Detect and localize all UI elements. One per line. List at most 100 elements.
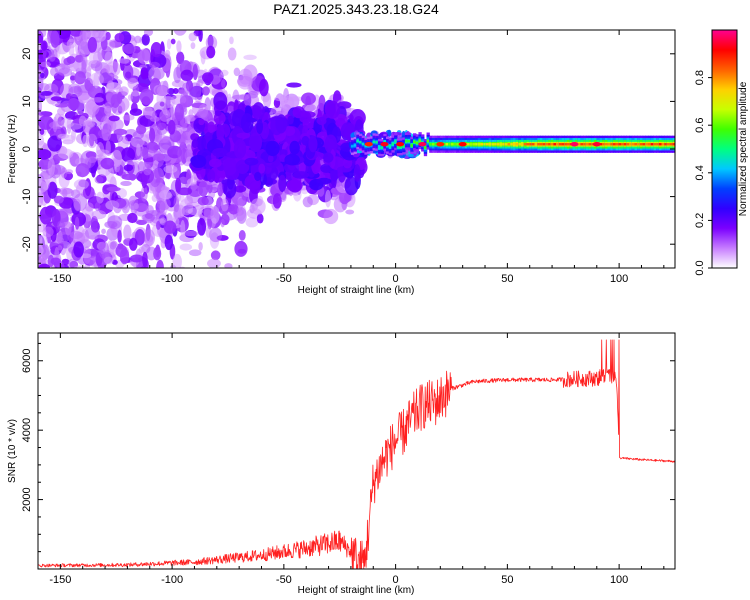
colorbar-tick-label: 0.2 [694, 213, 706, 228]
spectrogram-cell [308, 135, 318, 153]
spectrogram-cell [187, 207, 204, 216]
spectrogram-cell [244, 157, 259, 166]
y-tick-label: 4000 [21, 418, 33, 442]
spectrogram-cell [202, 72, 214, 84]
ridge-segment [550, 143, 555, 146]
spectrogram-cell [82, 134, 89, 148]
spectrogram-cell [108, 115, 120, 122]
spectrogram-cell [133, 202, 139, 210]
ridge-segment [394, 140, 398, 143]
spectrogram-cell [174, 103, 184, 122]
x-tick-label: -150 [49, 574, 71, 586]
spectrogram-cell [90, 215, 99, 230]
ridge-segment [423, 146, 428, 149]
snr-y-label: SNR (10 * v/v) [7, 419, 18, 483]
spectrogram-cell [292, 171, 310, 179]
spectrogram-cell [220, 218, 225, 228]
ridge-segment [669, 143, 673, 146]
spectrogram-cell [234, 185, 247, 193]
spectrogram-y-ticks: -20 -10 0 10 20 [21, 34, 675, 264]
ridge-segment [602, 143, 606, 146]
spectrogram-cell [142, 163, 152, 176]
spectrogram-cell [325, 189, 332, 208]
snr-series-line [38, 339, 675, 569]
ridge-segment [467, 143, 471, 146]
ridge-segment [502, 143, 506, 146]
snr-frame [37, 332, 676, 570]
y-tick-label: 10 [21, 95, 33, 107]
spectrogram-cell [57, 220, 66, 231]
ridge-segment [499, 143, 503, 146]
spectrogram-cell [243, 54, 257, 61]
ridge-segment [631, 143, 636, 146]
spectrogram-cell [116, 119, 123, 125]
spectrogram-cell [223, 157, 238, 176]
spectrogram-cell [38, 98, 43, 115]
snr-y-ticks: 2000 4000 6000 [21, 342, 675, 570]
ridge-segment [620, 143, 625, 146]
spectrogram-cell [144, 229, 155, 247]
x-tick-label: 50 [501, 273, 513, 285]
spectrogram-cell [173, 30, 187, 36]
spectrogram-cell [40, 40, 48, 51]
spectrogram-cell [105, 140, 111, 156]
spectrogram-cell [220, 69, 229, 77]
spectrogram-cell [190, 154, 207, 169]
ridge-segment [612, 143, 617, 146]
spectrogram-cell [47, 181, 58, 199]
spectrogram-cell [70, 75, 76, 81]
spectrogram-cell [50, 67, 59, 77]
spectrogram-cell [50, 96, 63, 102]
ridge-segment [350, 145, 355, 148]
ridge-segment [637, 143, 641, 146]
spectrogram-cell [143, 30, 154, 37]
ridge-segment [377, 146, 382, 149]
spectrogram-x-ticks: -150 -100 -50 0 50 100 [37, 30, 665, 285]
spectrogram-cell [172, 253, 182, 268]
ridge-segment [380, 146, 384, 149]
spectrogram-cell [136, 125, 147, 135]
ridge-segment [494, 143, 498, 146]
spectrogram-cell [55, 231, 69, 245]
spectrogram-cell [53, 195, 64, 204]
spectrogram-cell [103, 256, 114, 265]
spectrogram-cell [58, 208, 73, 216]
spectrogram-cell [209, 227, 223, 243]
ridge-segment [404, 139, 409, 143]
spectrogram-cell [75, 39, 81, 56]
spectrogram-cell [106, 61, 121, 77]
spectrogram-cell [173, 66, 182, 84]
spectrogram-cell [113, 128, 128, 136]
ridge-peak [396, 142, 405, 147]
spectrogram-cell [140, 67, 149, 80]
spectrogram-cell [212, 147, 228, 158]
spectrogram-cell [95, 30, 107, 42]
y-tick-label: 2000 [21, 487, 33, 511]
spectrogram-cell [128, 237, 138, 251]
spectrogram-cell [191, 139, 199, 149]
spectrogram-cell [205, 226, 212, 238]
ridge-segment [496, 143, 501, 146]
spectrogram-cell [80, 253, 92, 259]
spectrogram-cell [275, 114, 288, 134]
spectrogram-cell [117, 229, 122, 243]
ridge-segment [353, 144, 357, 147]
spectrogram-cell [94, 201, 101, 212]
spectrogram-cell [289, 140, 300, 155]
ridge-peak [380, 142, 389, 147]
spectrogram-cell [286, 82, 302, 88]
spectrogram-cell [38, 76, 44, 92]
spectrogram-cell [278, 174, 287, 193]
ridge-segment [434, 143, 438, 146]
spectrogram-cell [105, 31, 111, 41]
ridge-segment [453, 143, 457, 146]
spectrogram-cell [211, 88, 219, 94]
spectrogram-cell [207, 182, 213, 194]
spectrogram-cell [163, 165, 178, 174]
ridge-segment [391, 142, 395, 146]
spectrogram-cell [116, 91, 123, 104]
spectrogram-cell [130, 254, 144, 263]
spectrogram-cell [330, 168, 339, 182]
